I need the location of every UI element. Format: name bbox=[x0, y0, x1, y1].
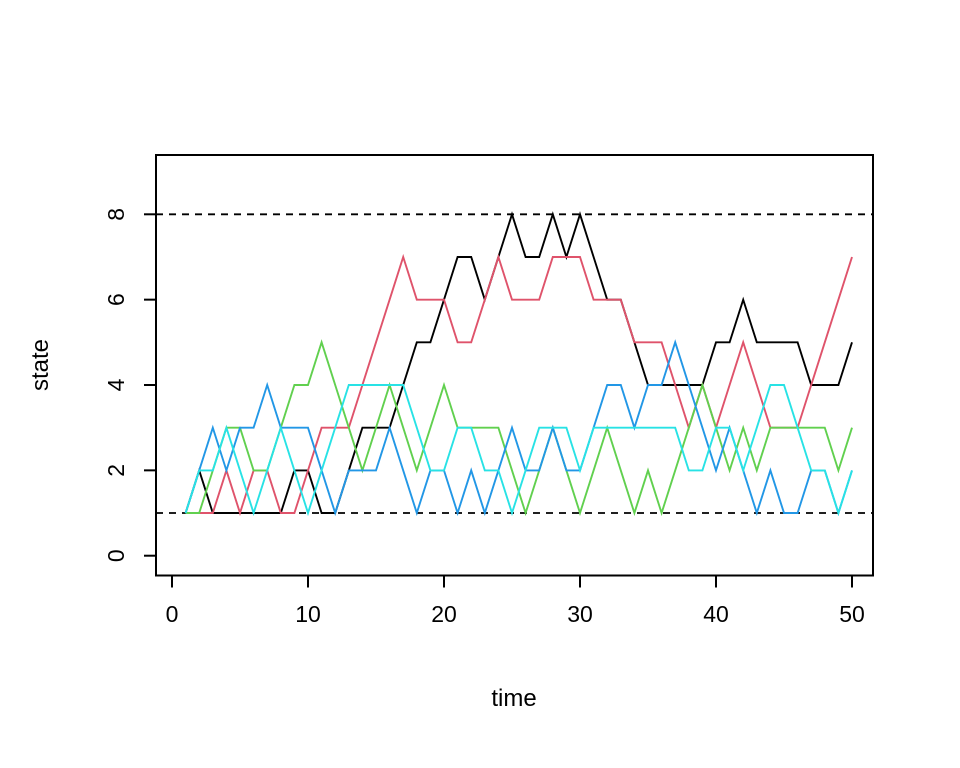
y-axis-title: state bbox=[27, 339, 54, 391]
y-tick-label-2: 2 bbox=[103, 464, 129, 477]
y-tick-label-0: 0 bbox=[103, 549, 129, 562]
x-tick-label-20: 20 bbox=[431, 601, 457, 627]
x-tick-label-0: 0 bbox=[166, 601, 179, 627]
plot-area: 0 10 20 30 40 50 0 2 4 6 8 bbox=[103, 154, 874, 627]
y-tick-label-8: 8 bbox=[103, 208, 129, 221]
x-tick-label-50: 50 bbox=[839, 601, 865, 627]
x-tick-label-40: 40 bbox=[703, 601, 729, 627]
series-line-chain-5 bbox=[184, 384, 853, 517]
x-tick-label-30: 30 bbox=[567, 601, 593, 627]
series-line-chain-2 bbox=[185, 253, 853, 517]
y-tick-label-6: 6 bbox=[103, 293, 129, 306]
y-tick-label-4: 4 bbox=[103, 378, 129, 391]
plot-frame bbox=[155, 154, 874, 577]
x-axis-title: time bbox=[491, 685, 536, 712]
x-tick-label-10: 10 bbox=[295, 601, 321, 627]
series-line-chain-1 bbox=[184, 211, 853, 514]
